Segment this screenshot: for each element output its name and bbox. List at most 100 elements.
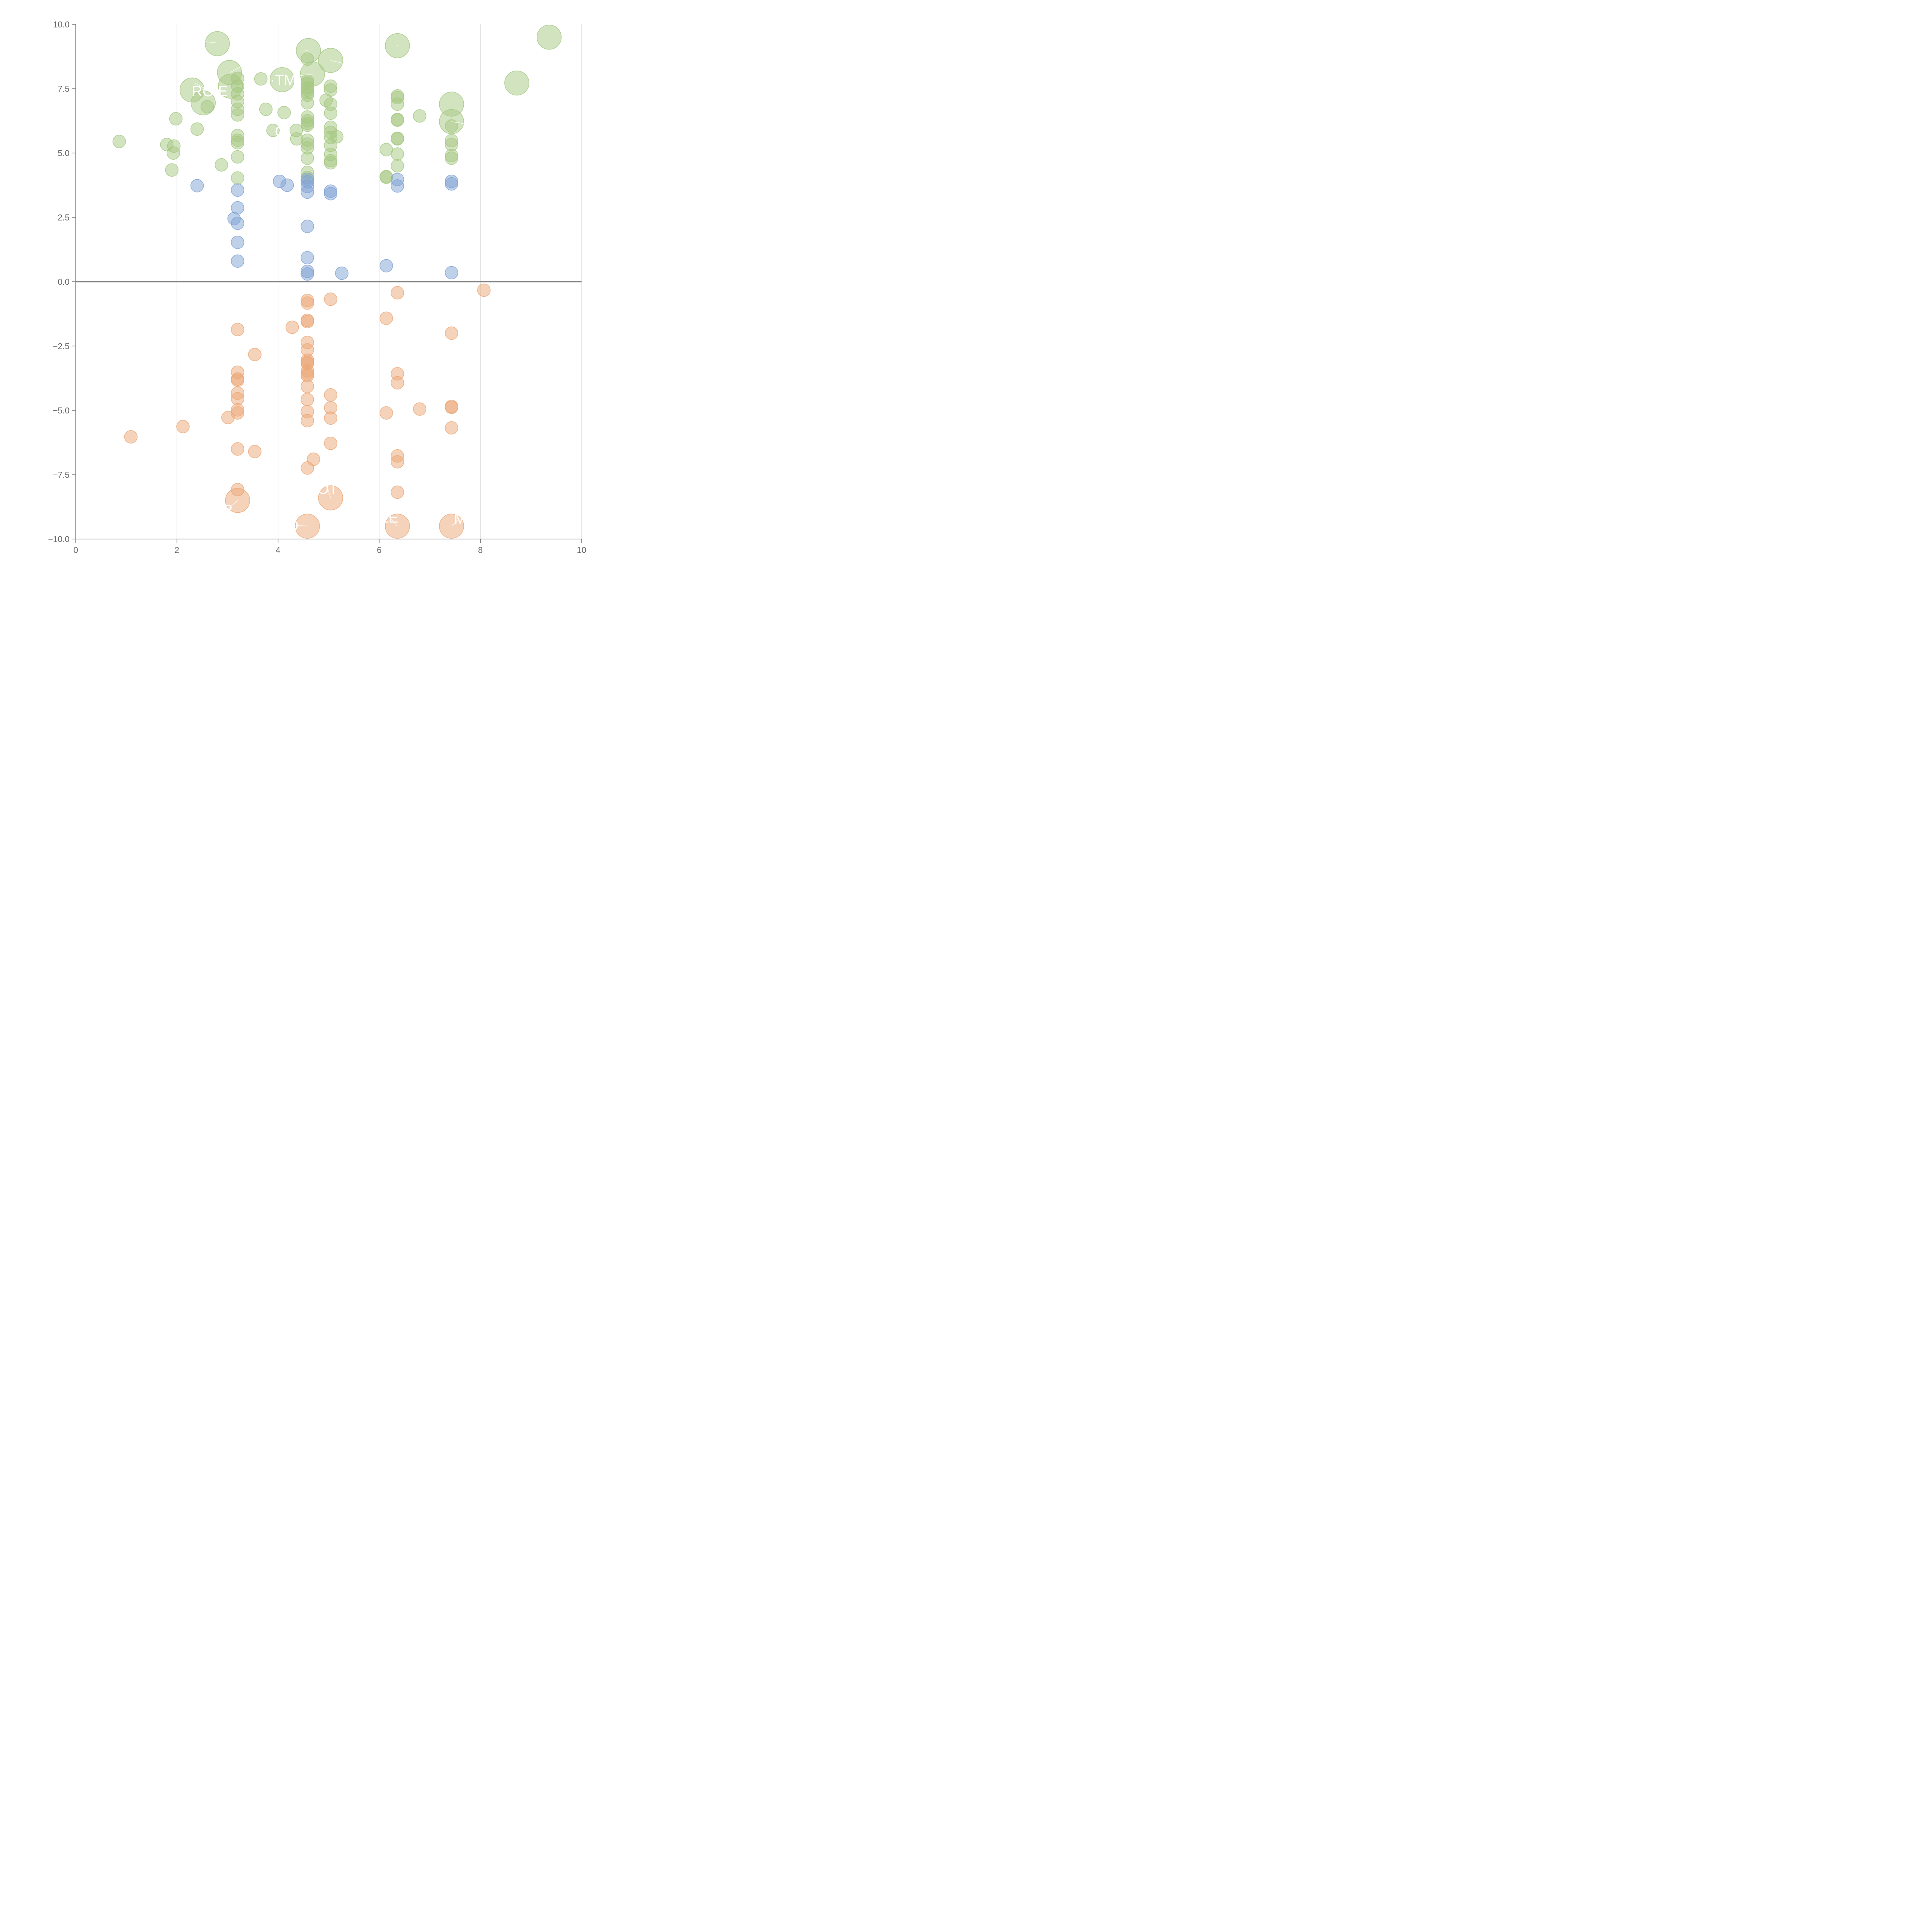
bubble-point-green (391, 159, 404, 173)
bubble-point-green (391, 132, 404, 146)
bubble-point-orange (413, 402, 427, 416)
chart-container: 0 2 4 6 8 10 10.0 7.5 5.0 2.5 0.0 −2.5 −5.0 −7.5 −10.0… (0, 0, 600, 600)
bubble-chart: 0 2 4 6 8 10 10.0 7.5 5.0 2.5 0.0 −2.5 −5.0 −7.5 −10.0… (48, 20, 586, 555)
x-tick-label: 0 (73, 545, 78, 555)
label-leader-line (293, 524, 308, 527)
label-layer: ·TM RO E G · R OT D LE M (174, 38, 517, 534)
y-tick-label: 5.0 (58, 148, 70, 158)
x-tick-label: 2 (175, 545, 179, 555)
bubble-point-orange (324, 293, 337, 306)
bubble-label: R (222, 502, 233, 518)
x-tick-label: 4 (276, 545, 280, 555)
bubble-point-blue (231, 216, 245, 230)
bubble-point-orange (379, 406, 393, 420)
bubble-point-green (190, 122, 204, 136)
bubble-layer (112, 25, 562, 539)
bubble-point-blue (231, 235, 245, 249)
bubble-point-orange (306, 452, 320, 466)
bubble-point-orange (231, 373, 245, 387)
bubble-point-orange (391, 376, 404, 389)
y-tick-label: 0.0 (58, 277, 70, 287)
bubble-label: M (454, 511, 466, 527)
bubble-point-blue (231, 183, 245, 197)
bubble-point-blue (324, 187, 337, 201)
y-tick-label: −7.5 (53, 470, 70, 480)
bubble-point-blue (301, 185, 314, 199)
bubble-point-orange (301, 315, 314, 328)
bubble-point-orange (301, 296, 314, 310)
bubble-point-green (324, 83, 337, 97)
bubble-point-green (231, 136, 245, 150)
x-tick-label: 6 (377, 545, 381, 555)
label-leader-line (227, 500, 238, 510)
bubble-point-green (324, 156, 337, 170)
bubble-point-blue (379, 259, 393, 272)
y-tick-label: −2.5 (53, 342, 70, 351)
label-leader-line (389, 517, 398, 527)
y-tick-label: 7.5 (58, 84, 70, 94)
bubble-point-orange (231, 323, 245, 337)
bubble-point-green (277, 106, 291, 119)
bubble-point-orange (248, 445, 262, 458)
bubble-point-blue (335, 266, 349, 280)
bubble-point-green (269, 67, 295, 92)
bubble-point-blue (231, 254, 245, 268)
bubble-point-green (214, 158, 228, 172)
bubble-point-green (301, 151, 314, 165)
bubble-point-green (391, 147, 404, 161)
bubble-point-orange (286, 320, 299, 334)
bubble-point-green (413, 109, 427, 123)
bubble-point-orange (477, 283, 491, 297)
label-leader-line (230, 60, 253, 73)
bubble-point-orange (248, 348, 262, 361)
bubble-point-orange (301, 393, 314, 406)
bubble-label: OT (317, 481, 338, 497)
bubble-point-blue (445, 177, 458, 191)
bubble-label: · (174, 210, 179, 226)
bubble-point-orange (324, 388, 337, 402)
label-leader-line (451, 121, 478, 126)
bubble-point-orange (379, 311, 393, 325)
y-tick-label: −10.0 (48, 534, 70, 544)
bubble-point-green (259, 102, 273, 116)
x-tick-label: 8 (478, 545, 483, 555)
bubble-point-green (379, 170, 393, 184)
bubble-point-orange (301, 379, 314, 393)
bubble-point-green (231, 171, 245, 185)
label-leader-line (176, 38, 216, 43)
bubble-point-blue (445, 266, 458, 279)
label-leader-line (451, 518, 461, 527)
bubble-point-green (190, 90, 216, 116)
bubble-label: G (275, 124, 286, 140)
bubble-point-orange (391, 286, 404, 299)
y-tick-label: 2.5 (58, 213, 70, 223)
bubble-point-orange (176, 420, 190, 434)
bubble-point-green (330, 130, 344, 144)
bubble-label: LE (380, 510, 398, 526)
bubble-point-orange (391, 455, 404, 469)
bubble-label: ·TM (270, 72, 296, 88)
bubble-point-green (205, 31, 230, 56)
bubble-point-orange (391, 485, 404, 499)
bubble-label: RO E (192, 83, 228, 100)
bubble-point-blue (301, 251, 314, 265)
axis-layer: 0 2 4 6 8 10 10.0 7.5 5.0 2.5 0.0 −2.5 −5.0 −7.5 −10.0 (48, 20, 586, 555)
bubble-point-orange (445, 326, 458, 340)
bubble-point-orange (324, 436, 337, 450)
bubble-point-orange (231, 406, 245, 420)
bubble-point-green (391, 97, 404, 111)
bubble-point-blue (280, 179, 294, 192)
bubble-point-blue (301, 267, 314, 281)
y-tick-label: 10.0 (53, 20, 70, 29)
bubble-point-orange (124, 430, 138, 444)
label-leader-line (327, 488, 331, 498)
label-leader-line (330, 60, 347, 65)
bubble-point-orange (301, 414, 314, 427)
bubble-point-orange (445, 400, 458, 414)
bubble-point-green (165, 163, 179, 177)
bubble-point-green (324, 106, 337, 120)
bubble-point-green (254, 72, 268, 86)
bubble-point-green (445, 151, 458, 165)
bubble-point-orange (445, 421, 458, 435)
bubble-point-green (112, 134, 126, 148)
